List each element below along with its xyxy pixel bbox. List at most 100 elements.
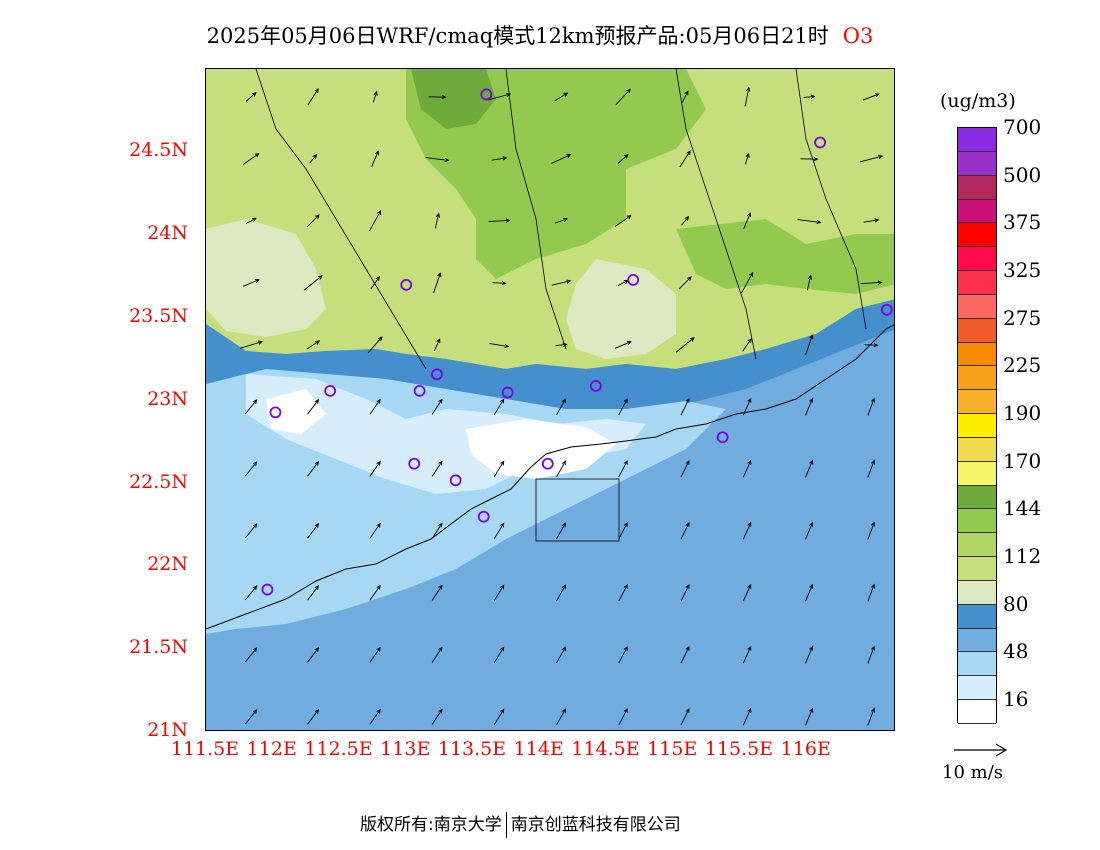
chart-title: 2025年05月06日WRF/cmaq模式12km预报产品:05月06日21时 O… — [0, 20, 1080, 50]
colorbar-segment — [958, 294, 996, 319]
station-marker — [501, 386, 514, 399]
wind-arrow — [428, 94, 447, 100]
lat-tick-label: 22N — [147, 553, 188, 576]
wind-arrow — [862, 93, 880, 101]
colorbar-segment — [958, 461, 996, 486]
wind-arrow — [371, 150, 379, 168]
wind-arrow — [493, 708, 505, 725]
lon-tick-label: 114.5E — [571, 738, 640, 760]
wind-arrow — [680, 459, 690, 478]
colorbar-segment — [958, 318, 996, 343]
wind-arrow — [618, 708, 628, 726]
wind-arrow — [859, 154, 884, 163]
colorbar-segment — [958, 366, 996, 391]
colorbar-segment — [958, 342, 996, 367]
wind-arrow — [303, 275, 323, 291]
wind-arrow — [618, 460, 628, 478]
wind-arrow — [867, 645, 875, 664]
station-marker — [261, 583, 274, 596]
colorbar-segment — [958, 509, 996, 534]
wind-arrow — [245, 217, 257, 225]
wind-arrow — [245, 647, 258, 663]
wind-arrow — [367, 336, 383, 354]
wind-arrow — [245, 585, 258, 601]
wind-arrow — [493, 584, 505, 601]
wind-arrow — [369, 460, 381, 477]
title-main: 2025年05月06日WRF/cmaq模式12km预报产品:05月06日21时 — [206, 24, 829, 48]
land-pale-zone-west — [206, 219, 326, 337]
colorbar-tick: 16 — [1003, 687, 1029, 712]
wind-arrow — [618, 646, 628, 664]
wind-arrow — [431, 460, 443, 477]
station-marker — [589, 379, 602, 392]
wind-arrow — [493, 646, 505, 663]
wind-arrow — [369, 646, 381, 663]
colorbar-tick: 190 — [1003, 401, 1042, 426]
colorbar-unit: (ug/m3) — [940, 90, 1016, 112]
wind-arrow — [306, 340, 321, 350]
colorbar-segment — [958, 557, 996, 581]
land-pale-zone-central — [566, 259, 676, 359]
wind-arrow — [245, 461, 258, 477]
wind-arrow — [370, 276, 380, 290]
wind-arrow — [242, 152, 260, 165]
wind-arrow — [551, 279, 572, 286]
wind-arrow — [369, 398, 381, 415]
colorbar-segment — [958, 437, 996, 462]
wind-arrow — [742, 521, 752, 540]
province-boundary — [255, 69, 867, 370]
lat-tick-label: 24N — [147, 222, 188, 245]
station-marker — [880, 303, 893, 316]
wind-arrow — [614, 214, 632, 227]
wind-arrow — [493, 460, 505, 477]
wind-arrow — [617, 154, 629, 164]
wind-arrow — [433, 338, 441, 352]
colorbar-tick: 112 — [1003, 544, 1042, 569]
station-marker — [269, 406, 282, 419]
colorbar-tick: 325 — [1003, 258, 1042, 283]
wind-reference-arrow — [954, 743, 1008, 757]
wind-arrow — [797, 219, 822, 225]
station-marker — [413, 384, 426, 397]
wind-arrow — [431, 708, 443, 725]
wind-arrow — [554, 92, 569, 102]
colorbar-segment — [958, 485, 996, 510]
wind-arrow — [307, 88, 319, 106]
wind-arrow — [618, 584, 628, 602]
wind-arrow — [741, 272, 754, 294]
wind-arrow — [678, 276, 692, 290]
colorbar — [957, 127, 997, 724]
wind-arrow — [245, 523, 258, 539]
wind-arrow — [369, 210, 382, 232]
wind-arrow — [803, 94, 816, 99]
land-dark-green-zone — [411, 69, 496, 129]
species-label: O3 — [842, 24, 874, 48]
wind-arrow — [742, 338, 752, 352]
colorbar-segment — [958, 175, 996, 200]
wind-arrow — [742, 645, 752, 664]
lat-tick-label: 24.5N — [129, 139, 188, 162]
wind-arrow — [488, 218, 511, 223]
colorbar-tick: 375 — [1003, 210, 1042, 235]
wind-arrow — [680, 521, 690, 540]
lon-tick-label: 112.5E — [304, 738, 373, 760]
station-marker — [541, 457, 554, 470]
lon-tick-label: 113.5E — [437, 738, 507, 760]
wind-arrow — [489, 343, 510, 349]
wind-arrow — [805, 707, 814, 726]
colorbar-segment — [958, 271, 996, 295]
wind-arrow — [867, 397, 875, 416]
wind-arrow — [307, 398, 320, 415]
copyright-footer: 版权所有:南京大学 南京创蓝科技有限公司 — [360, 810, 681, 838]
colorbar-tick: 275 — [1003, 305, 1042, 330]
wind-arrow — [369, 708, 381, 725]
wind-arrow — [680, 707, 690, 726]
wind-arrow — [554, 217, 569, 224]
colorbar-tick: 48 — [1003, 639, 1029, 664]
lon-tick-label: 113E — [380, 738, 431, 760]
colorbar-segment — [958, 128, 996, 152]
wind-arrow — [307, 584, 320, 601]
copyright-company: 南京创蓝科技有限公司 — [510, 815, 681, 835]
colorbar-tick: 500 — [1003, 162, 1042, 187]
lat-tick-label: 23.5N — [129, 305, 188, 327]
